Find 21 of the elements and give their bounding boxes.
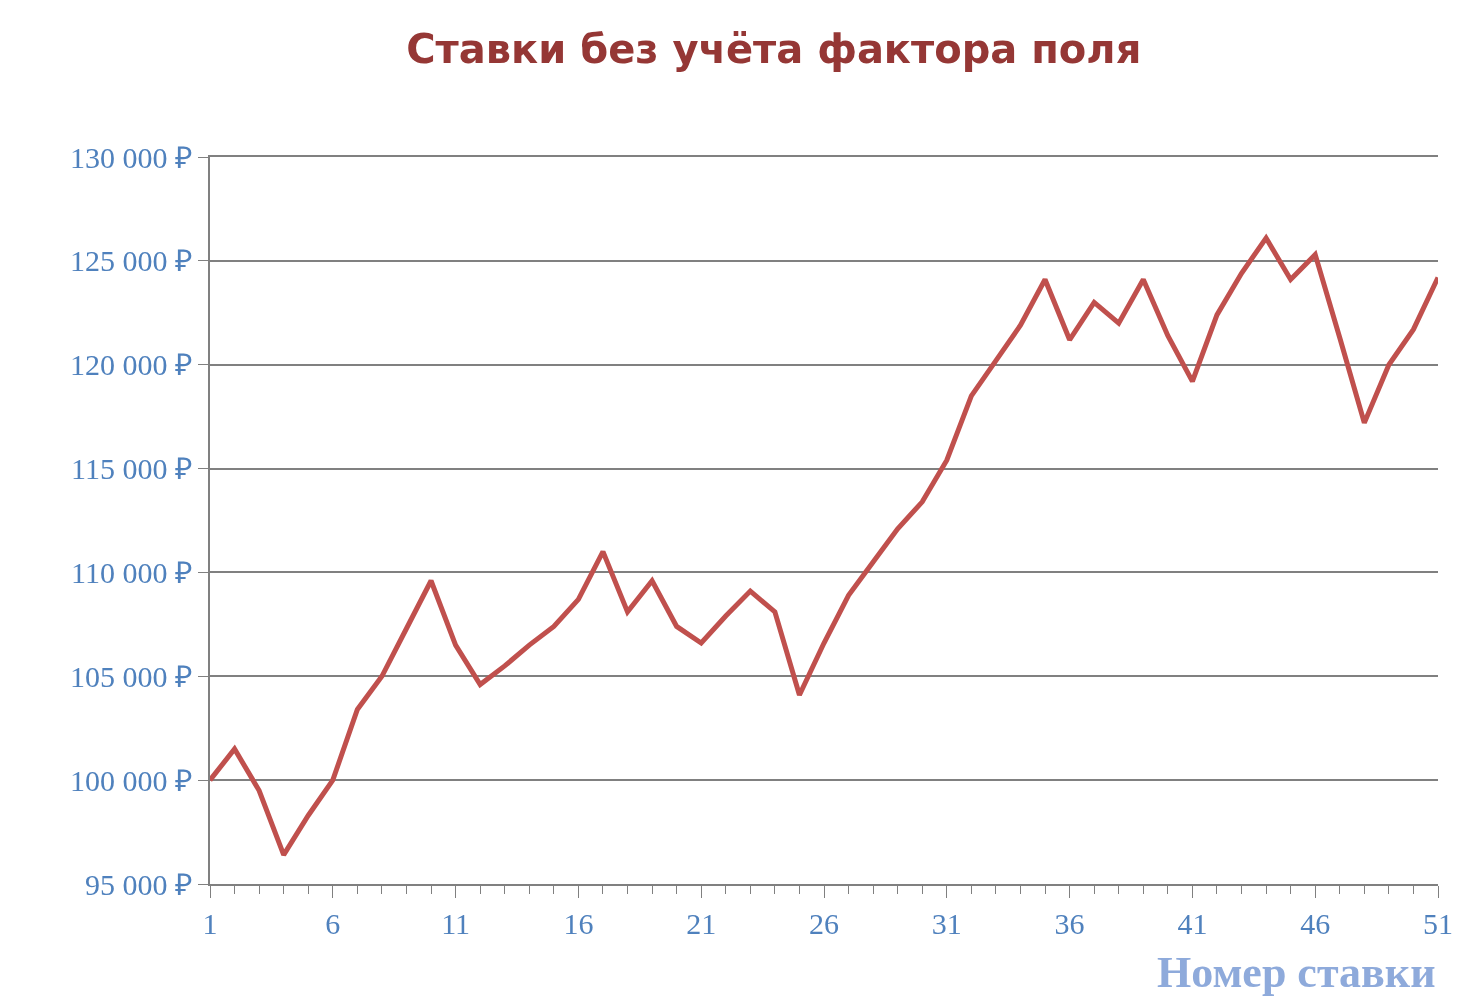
y-tick-label: 105 000 ₽: [70, 659, 192, 693]
y-tick-label: 120 000 ₽: [70, 348, 192, 382]
x-tick-label: 11: [441, 907, 471, 940]
x-tick-label: 41: [1177, 907, 1208, 940]
x-tick-label: 16: [563, 907, 594, 940]
x-tick-label: 51: [1423, 907, 1453, 940]
x-tick-label: 1: [202, 907, 218, 940]
y-tick-label: 100 000 ₽: [70, 763, 192, 797]
x-tick-label: 6: [325, 907, 341, 940]
y-tick-label: 130 000 ₽: [70, 140, 192, 174]
x-tick-label: 21: [686, 907, 717, 940]
x-tick-label: 26: [809, 907, 839, 940]
x-tick-label: 31: [931, 907, 962, 940]
y-tick-label: 110 000 ₽: [71, 555, 192, 589]
y-tick-label: 115 000 ₽: [71, 452, 192, 486]
y-tick-label: 125 000 ₽: [70, 244, 192, 278]
x-tick-label: 36: [1054, 907, 1085, 940]
chart-title: Ставки без учёта фактора поля: [406, 26, 1142, 73]
x-tick-label: 46: [1300, 907, 1331, 940]
x-axis-title: Номер ставки: [1157, 948, 1436, 997]
y-tick-label: 95 000 ₽: [85, 867, 192, 901]
